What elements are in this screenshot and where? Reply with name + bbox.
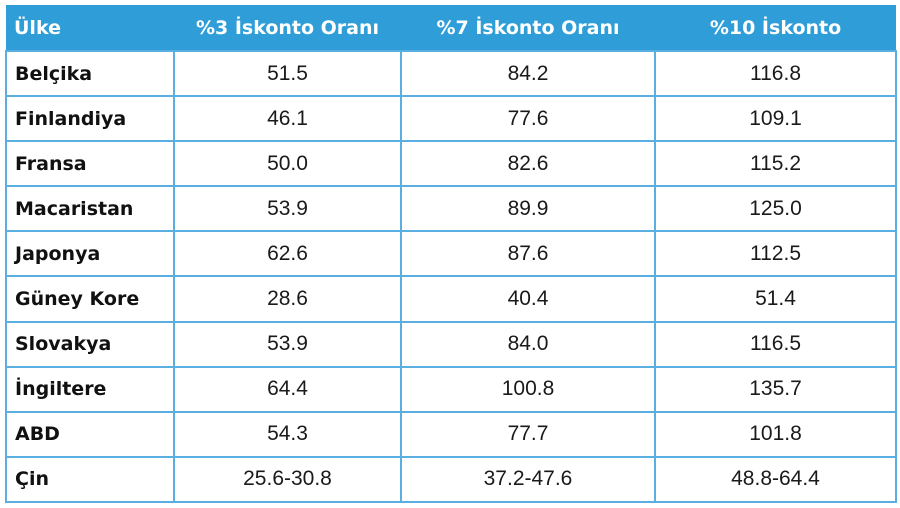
value-cell-10: 116.8 (654, 49, 897, 97)
value-cell-10: 125.0 (654, 185, 897, 232)
value-cell-10: 135.7 (654, 365, 897, 412)
table-row: Slovakya 53.9 84.0 116.5 (5, 320, 897, 367)
value-cell-10: 51.4 (654, 275, 897, 322)
country-cell: Japonya (5, 230, 175, 277)
value-cell-7: 84.2 (400, 49, 656, 97)
header-discount-3: %3 İskonto Oranı (195, 16, 380, 39)
table-row: Fransa 50.0 82.6 115.2 (5, 140, 897, 187)
value-cell-10: 101.8 (654, 410, 897, 457)
value-cell-3: 54.3 (173, 410, 402, 457)
table-header-row: Ülke %3 İskonto Oranı %7 İskonto Oranı %… (6, 5, 896, 51)
value-cell-7: 84.0 (400, 320, 656, 367)
table-row: Güney Kore 28.6 40.4 51.4 (5, 275, 897, 322)
value-cell-3: 46.1 (173, 95, 402, 142)
value-cell-7: 37.2-47.6 (400, 455, 656, 503)
table-row: ABD 54.3 77.7 101.8 (5, 410, 897, 457)
value-cell-7: 89.9 (400, 185, 656, 232)
table-row: Macaristan 53.9 89.9 125.0 (5, 185, 897, 232)
value-cell-3: 62.6 (173, 230, 402, 277)
value-cell-7: 100.8 (400, 365, 656, 412)
table-row: Japonya 62.6 87.6 112.5 (5, 230, 897, 277)
header-discount-7: %7 İskonto Oranı (436, 16, 620, 39)
value-cell-10: 112.5 (654, 230, 897, 277)
discount-rate-table: Ülke %3 İskonto Oranı %7 İskonto Oranı %… (5, 5, 897, 503)
value-cell-3: 50.0 (173, 140, 402, 187)
header-country: Ülke (14, 16, 61, 39)
table-row: İngiltere 64.4 100.8 135.7 (5, 365, 897, 412)
value-cell-7: 77.6 (400, 95, 656, 142)
value-cell-3: 51.5 (173, 49, 402, 97)
country-cell: ABD (5, 410, 175, 457)
value-cell-7: 40.4 (400, 275, 656, 322)
country-cell: Finlandiya (5, 95, 175, 142)
country-cell: İngiltere (5, 365, 175, 412)
table-row: Finlandiya 46.1 77.6 109.1 (5, 95, 897, 142)
value-cell-3: 53.9 (173, 320, 402, 367)
value-cell-10: 116.5 (654, 320, 897, 367)
value-cell-3: 64.4 (173, 365, 402, 412)
value-cell-10: 48.8-64.4 (654, 455, 897, 503)
country-cell: Macaristan (5, 185, 175, 232)
header-discount-10: %10 İskonto (709, 16, 842, 39)
value-cell-3: 25.6-30.8 (173, 455, 402, 503)
table-row: Çin 25.6-30.8 37.2-47.6 48.8-64.4 (5, 455, 897, 503)
country-cell: Slovakya (5, 320, 175, 367)
value-cell-7: 77.7 (400, 410, 656, 457)
value-cell-10: 115.2 (654, 140, 897, 187)
value-cell-10: 109.1 (654, 95, 897, 142)
value-cell-7: 82.6 (400, 140, 656, 187)
country-cell: Belçika (5, 49, 175, 97)
discount-table-container: Ülke %3 İskonto Oranı %7 İskonto Oranı %… (5, 5, 897, 503)
country-cell: Güney Kore (5, 275, 175, 322)
value-cell-3: 53.9 (173, 185, 402, 232)
table-row: Belçika 51.5 84.2 116.8 (5, 49, 897, 97)
value-cell-7: 87.6 (400, 230, 656, 277)
country-cell: Fransa (5, 140, 175, 187)
value-cell-3: 28.6 (173, 275, 402, 322)
country-cell: Çin (5, 455, 175, 503)
